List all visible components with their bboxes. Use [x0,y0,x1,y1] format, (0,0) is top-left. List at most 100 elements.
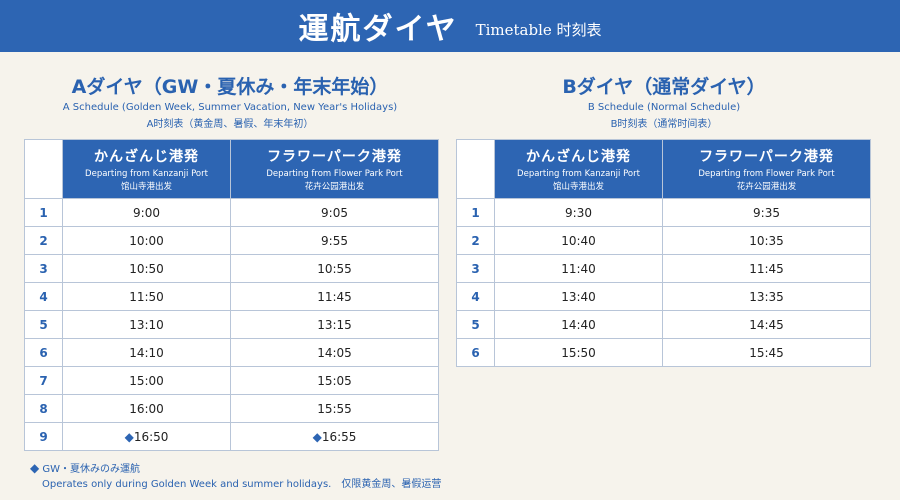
table-row: 1 9:30 9:35 [456,198,871,227]
departure-time: 11:45 [230,282,439,311]
row-number: 8 [24,394,63,423]
departure-time: 14:45 [662,310,871,339]
departure-time: 16:00 [62,394,231,423]
header-bar: 運航ダイヤ Timetable 时刻表 [0,0,900,52]
footnote-text-jp: GW・夏休みのみ運航 [42,464,141,475]
schedule-b-table: かんざんじ港発 Departing from Kanzanji Port 馆山寺… [456,139,871,367]
time-value: 16:50 [133,429,169,444]
table-row: 4 13:40 13:35 [456,282,871,311]
header-blank-cell [24,139,63,199]
table-row: 3 11:40 11:45 [456,254,871,283]
row-number: 6 [24,338,63,367]
schedule-a-subtitle-cn: A时刻表（黄金周、暑假、年末年初） [146,119,314,130]
diamond-marker-icon: ◆ [30,461,40,475]
col-flowerpark-header: フラワーパーク港発 Departing from Flower Park Por… [662,139,871,199]
schedule-b-title: Bダイヤ（通常ダイヤ） [562,76,766,98]
diamond-marker-icon: ◆ [312,429,322,444]
schedule-a-title: Aダイヤ（GW・夏休み・年末年始） [71,76,389,98]
departure-time: 15:05 [230,366,439,395]
departure-time: 13:40 [494,282,663,311]
departure-time-special: ◆16:55 [230,422,439,451]
table-row: 4 11:50 11:45 [24,282,439,311]
col-flowerpark-header: フラワーパーク港発 Departing from Flower Park Por… [230,139,439,199]
col-label-en: Departing from Flower Park Port [266,169,403,179]
schedule-a-heading: Aダイヤ（GW・夏休み・年末年始） A Schedule (Golden Wee… [30,72,430,130]
row-number: 4 [24,282,63,311]
table-row: 8 16:00 15:55 [24,394,439,423]
row-number: 7 [24,366,63,395]
table-row: 2 10:00 9:55 [24,226,439,255]
col-label-jp: かんざんじ港発 [94,149,199,165]
col-label-cn: 馆山寺港出发 [120,182,172,192]
schedule-b-subtitle-en: B Schedule (Normal Schedule) [587,102,741,113]
header-blank-cell [456,139,495,199]
departure-time: 10:00 [62,226,231,255]
departure-time: 10:35 [662,226,871,255]
table-row: 6 14:10 14:05 [24,338,439,367]
departure-time: 9:00 [62,198,231,227]
schedule-a-subtitle-en: A Schedule (Golden Week, Summer Vacation… [62,102,398,113]
departure-time: 15:45 [662,338,871,367]
col-label-cn: 花卉公园港出发 [736,182,797,192]
departure-time: 10:55 [230,254,439,283]
departure-time-special: ◆16:50 [62,422,231,451]
footnote-line1: ◆ GW・夏休みのみ運航 [30,461,441,477]
schedule-a-table: かんざんじ港発 Departing from Kanzanji Port 馆山寺… [24,139,439,451]
col-kanzanji-header: かんざんじ港発 Departing from Kanzanji Port 馆山寺… [62,139,231,199]
row-number: 4 [456,282,495,311]
page-subtitle: Timetable 时刻表 [475,20,602,39]
col-label-en: Departing from Flower Park Port [698,169,835,179]
departure-time: 15:50 [494,338,663,367]
table-header-row: かんざんじ港発 Departing from Kanzanji Port 馆山寺… [456,139,871,199]
departure-time: 9:35 [662,198,871,227]
table-row: 1 9:00 9:05 [24,198,439,227]
diamond-marker-icon: ◆ [124,429,134,444]
time-value: 16:55 [321,429,357,444]
departure-time: 14:10 [62,338,231,367]
departure-time: 13:15 [230,310,439,339]
row-number: 9 [24,422,63,451]
table-row: 3 10:50 10:55 [24,254,439,283]
col-label-jp: フラワーパーク港発 [699,149,834,165]
col-label-en: Departing from Kanzanji Port [517,169,640,179]
table-row: 9 ◆16:50 ◆16:55 [24,422,439,451]
table-row: 5 13:10 13:15 [24,310,439,339]
row-number: 1 [456,198,495,227]
departure-time: 14:40 [494,310,663,339]
row-number: 1 [24,198,63,227]
table-row: 6 15:50 15:45 [456,338,871,367]
col-label-cn: 馆山寺港出发 [552,182,604,192]
row-number: 6 [456,338,495,367]
departure-time: 11:40 [494,254,663,283]
departure-time: 14:05 [230,338,439,367]
page-title: 運航ダイヤ [298,12,458,47]
departure-time: 10:50 [62,254,231,283]
departure-time: 11:50 [62,282,231,311]
table-row: 2 10:40 10:35 [456,226,871,255]
row-number: 3 [24,254,63,283]
row-number: 3 [456,254,495,283]
row-number: 2 [456,226,495,255]
table-row: 7 15:00 15:05 [24,366,439,395]
departure-time: 9:55 [230,226,439,255]
departure-time: 11:45 [662,254,871,283]
col-label-jp: フラワーパーク港発 [267,149,402,165]
footnote: ◆ GW・夏休みのみ運航 Operates only during Golden… [30,461,441,492]
departure-time: 9:05 [230,198,439,227]
schedule-b-subtitle-cn: B时刻表（通常时间表） [610,119,718,130]
departure-time: 13:35 [662,282,871,311]
departure-time: 15:55 [230,394,439,423]
departure-time: 13:10 [62,310,231,339]
col-label-en: Departing from Kanzanji Port [85,169,208,179]
departure-time: 9:30 [494,198,663,227]
col-kanzanji-header: かんざんじ港発 Departing from Kanzanji Port 馆山寺… [494,139,663,199]
row-number: 5 [456,310,495,339]
row-number: 2 [24,226,63,255]
departure-time: 10:40 [494,226,663,255]
col-label-jp: かんざんじ港発 [526,149,631,165]
footnote-text-en: Operates only during Golden Week and sum… [42,479,442,490]
table-row: 5 14:40 14:45 [456,310,871,339]
col-label-cn: 花卉公园港出发 [304,182,365,192]
schedule-b-heading: Bダイヤ（通常ダイヤ） B Schedule (Normal Schedule)… [458,72,870,130]
table-header-row: かんざんじ港発 Departing from Kanzanji Port 馆山寺… [24,139,439,199]
